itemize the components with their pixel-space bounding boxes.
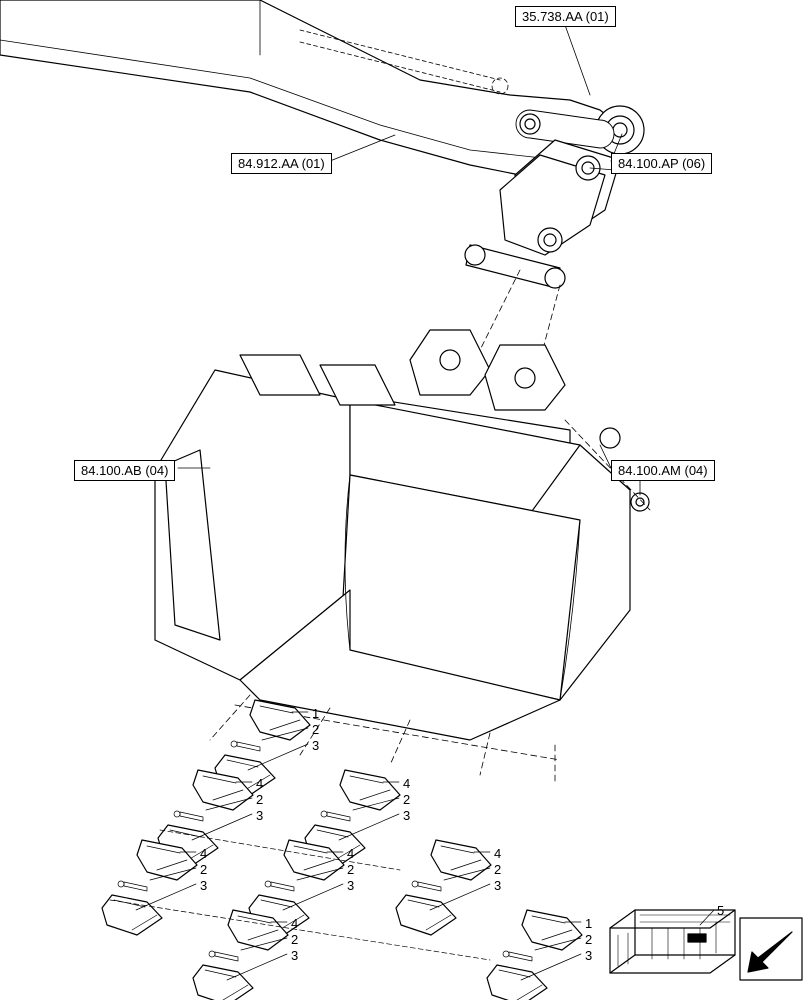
callout-c3: 3 <box>200 878 207 893</box>
callout-c3: 3 <box>291 948 298 963</box>
callout-c2: 2 <box>256 792 263 807</box>
label-bucket: 84.100.AB (04) <box>74 460 175 481</box>
parts-diagram <box>0 0 812 1000</box>
callout-c3: 3 <box>585 948 592 963</box>
label-arm-main: 84.912.AA (01) <box>231 153 332 174</box>
callout-c3: 3 <box>347 878 354 893</box>
callout-c2: 2 <box>585 932 592 947</box>
callout-c2: 2 <box>347 862 354 877</box>
callout-c4: 4 <box>403 776 410 791</box>
callout-c5: 5 <box>717 903 724 918</box>
callout-c2: 2 <box>291 932 298 947</box>
callout-c2: 2 <box>494 862 501 877</box>
callout-c4: 4 <box>200 846 207 861</box>
callout-c3: 3 <box>312 738 319 753</box>
callout-c2: 2 <box>403 792 410 807</box>
callout-c2: 2 <box>200 862 207 877</box>
callout-c4: 4 <box>256 776 263 791</box>
label-arm-hydraulic: 35.738.AA (01) <box>515 6 616 27</box>
label-bucket-pin: 84.100.AM (04) <box>611 460 715 481</box>
callout-c4: 4 <box>347 846 354 861</box>
callout-c4: 4 <box>291 916 298 931</box>
callout-c3: 3 <box>494 878 501 893</box>
callout-c4: 4 <box>494 846 501 861</box>
callout-c3: 3 <box>403 808 410 823</box>
label-linkage: 84.100.AP (06) <box>611 153 712 174</box>
callout-c3: 3 <box>256 808 263 823</box>
callout-c2: 2 <box>312 722 319 737</box>
callout-c1: 1 <box>312 706 319 721</box>
callout-c1: 1 <box>585 916 592 931</box>
